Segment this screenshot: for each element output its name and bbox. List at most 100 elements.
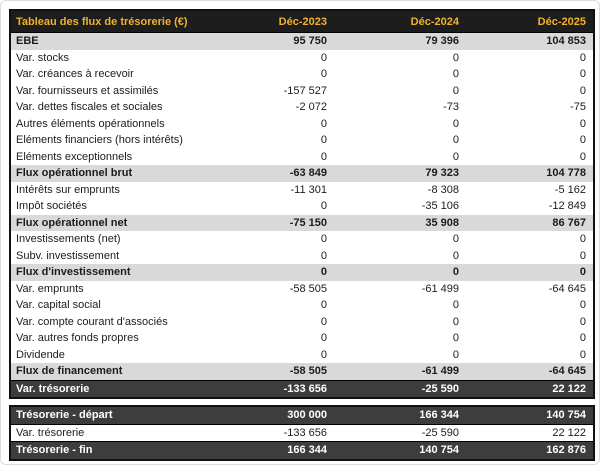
row-value: -2 072: [210, 99, 334, 116]
row-label: Impôt sociétés: [10, 198, 210, 215]
row-label: Var. fournisseurs et assimilés: [10, 82, 210, 99]
treasury-summary-table: Trésorerie - départ 300 000 166 344 140 754…: [9, 405, 595, 461]
table-row: Intérêts sur emprunts -11 301 -8 308 -5 162: [10, 181, 594, 198]
row-value: 22 122: [466, 379, 594, 399]
table-row: Var. autres fonds propres 0 0 0: [10, 330, 594, 347]
row-value: 300 000: [210, 405, 334, 425]
row-value: 0: [334, 132, 466, 149]
row-label: Dividende: [10, 346, 210, 363]
row-value: 0: [334, 115, 466, 132]
table-row: Dividende 0 0 0: [10, 346, 594, 363]
row-value: -64 645: [466, 280, 594, 297]
column-header-dec-2024: Déc-2024: [334, 10, 466, 33]
row-label: Var. compte courant d'associés: [10, 313, 210, 330]
row-label: EBE: [10, 32, 210, 50]
row-value: 166 344: [334, 405, 466, 425]
row-label: Var. capital social: [10, 297, 210, 314]
row-value: 0: [210, 231, 334, 248]
row-value: 0: [210, 198, 334, 215]
table-row: Trésorerie - fin 166 344 140 754 162 876: [10, 441, 594, 460]
table-row: Eléments exceptionnels 0 0 0: [10, 148, 594, 165]
cash-flow-table: Tableau des flux de trésorerie (€) Déc-2…: [9, 9, 595, 399]
table-row: Var. emprunts -58 505 -61 499 -64 645: [10, 280, 594, 297]
table-header-row: Tableau des flux de trésorerie (€) Déc-2…: [10, 10, 594, 33]
table-row: Flux opérationnel brut -63 849 79 323 104 7…: [10, 165, 594, 182]
row-value: -58 505: [210, 363, 334, 380]
row-value: -61 499: [334, 363, 466, 380]
row-value: 0: [210, 247, 334, 264]
row-value: -25 590: [334, 379, 466, 399]
row-label: Flux d'investissement: [10, 264, 210, 281]
table-row: Flux opérationnel net -75 150 35 908 86 767: [10, 214, 594, 231]
row-value: 0: [210, 313, 334, 330]
row-label: Var. emprunts: [10, 280, 210, 297]
row-value: 86 767: [466, 214, 594, 231]
row-value: -8 308: [334, 181, 466, 198]
row-value: 0: [466, 148, 594, 165]
row-value: -12 849: [466, 198, 594, 215]
table-title: Tableau des flux de trésorerie (€): [10, 10, 210, 33]
row-value: -61 499: [334, 280, 466, 297]
row-value: 0: [466, 247, 594, 264]
row-value: 0: [334, 247, 466, 264]
table-row: EBE 95 750 79 396 104 853: [10, 32, 594, 50]
table-row: Flux d'investissement 0 0 0: [10, 264, 594, 281]
row-value: 79 323: [334, 165, 466, 182]
row-label: Var. autres fonds propres: [10, 330, 210, 347]
row-value: 0: [210, 49, 334, 66]
row-label: Var. trésorerie: [10, 379, 210, 399]
row-label: Var. dettes fiscales et sociales: [10, 99, 210, 116]
row-label: Var. stocks: [10, 49, 210, 66]
row-value: -11 301: [210, 181, 334, 198]
row-value: 0: [334, 82, 466, 99]
table-row: Var. capital social 0 0 0: [10, 297, 594, 314]
table-row: Autres éléments opérationnels 0 0 0: [10, 115, 594, 132]
row-value: 0: [466, 231, 594, 248]
row-value: 0: [466, 132, 594, 149]
table-row: Var. créances à recevoir 0 0 0: [10, 66, 594, 83]
row-value: 0: [466, 82, 594, 99]
row-value: 0: [466, 297, 594, 314]
row-value: -133 656: [210, 424, 334, 442]
table-row: Var. compte courant d'associés 0 0 0: [10, 313, 594, 330]
row-label: Eléments exceptionnels: [10, 148, 210, 165]
row-label: Investissements (net): [10, 231, 210, 248]
table-row: Subv. investissement 0 0 0: [10, 247, 594, 264]
row-value: -58 505: [210, 280, 334, 297]
row-value: -35 106: [334, 198, 466, 215]
row-value: 0: [334, 264, 466, 281]
table-row: Var. fournisseurs et assimilés -157 527 0 0: [10, 82, 594, 99]
row-label: Trésorerie - fin: [10, 441, 210, 460]
table-row: Eléments financiers (hors intérêts) 0 0 0: [10, 132, 594, 149]
table-row: Var. stocks 0 0 0: [10, 49, 594, 66]
row-value: 0: [466, 330, 594, 347]
table-row: Trésorerie - départ 300 000 166 344 140 754: [10, 405, 594, 425]
row-value: 0: [334, 313, 466, 330]
row-label: Trésorerie - départ: [10, 405, 210, 425]
table-row: Flux de financement -58 505 -61 499 -64 645: [10, 363, 594, 380]
row-value: -63 849: [210, 165, 334, 182]
row-value: 95 750: [210, 32, 334, 50]
row-label: Flux opérationnel net: [10, 214, 210, 231]
row-value: 0: [210, 346, 334, 363]
row-value: 0: [334, 297, 466, 314]
row-label: Eléments financiers (hors intérêts): [10, 132, 210, 149]
table-row: Var. trésorerie -133 656 -25 590 22 122: [10, 379, 594, 399]
row-value: 0: [334, 49, 466, 66]
row-value: 104 853: [466, 32, 594, 50]
row-label: Var. trésorerie: [10, 424, 210, 442]
column-header-dec-2023: Déc-2023: [210, 10, 334, 33]
row-label: Subv. investissement: [10, 247, 210, 264]
table-row: Impôt sociétés 0 -35 106 -12 849: [10, 198, 594, 215]
row-value: 0: [334, 66, 466, 83]
table-row: Investissements (net) 0 0 0: [10, 231, 594, 248]
row-value: 35 908: [334, 214, 466, 231]
row-value: 140 754: [466, 405, 594, 425]
row-value: 0: [210, 132, 334, 149]
row-value: 0: [334, 231, 466, 248]
row-value: -73: [334, 99, 466, 116]
row-value: 0: [334, 330, 466, 347]
row-value: 104 778: [466, 165, 594, 182]
row-value: 0: [210, 264, 334, 281]
